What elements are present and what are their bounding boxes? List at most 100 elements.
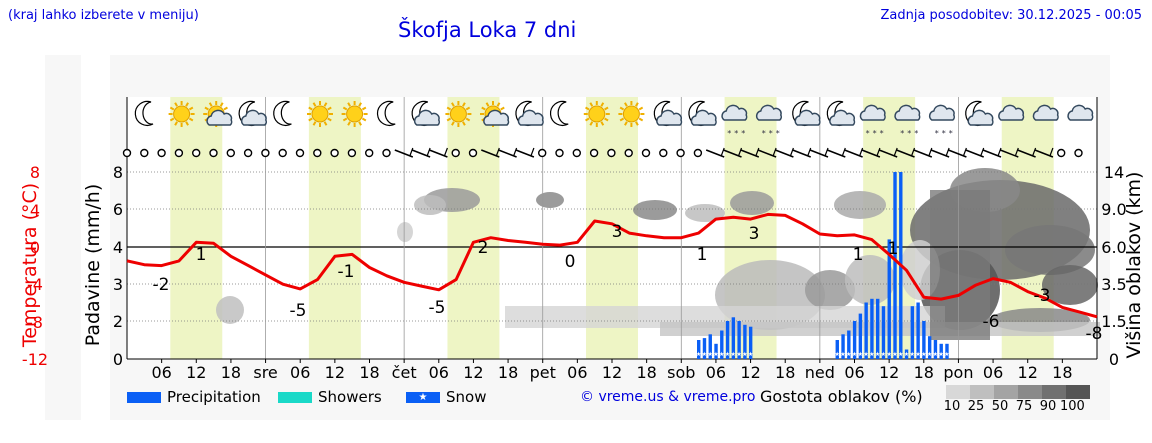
sun-ray bbox=[327, 117, 332, 122]
snowflake: * bbox=[734, 129, 738, 138]
cloud-snow-icon: * * * bbox=[721, 104, 748, 138]
wind-barb-flag bbox=[997, 147, 1002, 157]
sun-icon bbox=[618, 101, 645, 127]
sun-ray bbox=[635, 121, 639, 126]
cloud-shape bbox=[206, 109, 233, 126]
moon-icon bbox=[273, 100, 292, 127]
sun-ray bbox=[600, 121, 605, 126]
x-tick-label: 12 bbox=[325, 363, 345, 382]
snow-marker: ★ bbox=[863, 351, 868, 358]
precipitation-bar bbox=[933, 340, 938, 359]
temperature-label: -3 bbox=[1034, 286, 1051, 306]
precipitation-axis-label: Padavine (mm/h) bbox=[82, 184, 104, 347]
sun-ray bbox=[635, 102, 639, 107]
moon-icon bbox=[549, 100, 569, 127]
sun-ray bbox=[485, 102, 490, 107]
density-swatch bbox=[1018, 385, 1042, 399]
temperature-tick: 8 bbox=[30, 163, 40, 182]
wind-barb-flag bbox=[980, 147, 985, 157]
cloud-shape bbox=[998, 104, 1025, 121]
sun-ray bbox=[585, 117, 590, 122]
precipitation-tick: 2 bbox=[113, 312, 123, 331]
temperature-label: 1 bbox=[888, 239, 899, 259]
moon-shape bbox=[549, 100, 569, 127]
location-note: (kraj lahko izberete v meniju) bbox=[8, 8, 199, 23]
page-title: Škofja Loka 7 dni bbox=[398, 18, 577, 42]
x-tick-label: sob bbox=[667, 363, 695, 382]
moon-icon bbox=[134, 100, 154, 127]
x-tick-label: 18 bbox=[775, 363, 795, 382]
calm-wind-marker bbox=[572, 148, 581, 158]
sun-disc bbox=[449, 105, 467, 123]
legend-showers-label: Showers bbox=[318, 388, 382, 406]
temperature-axis-label: Temperatura (°C) bbox=[19, 183, 41, 348]
sun-ray bbox=[446, 106, 452, 111]
wind-barb-flag bbox=[737, 147, 743, 157]
cloud-shape bbox=[859, 104, 886, 121]
cloud-snow-icon: * * * bbox=[755, 104, 782, 138]
moon-cloud-icon bbox=[792, 100, 821, 127]
density-value: 25 bbox=[967, 399, 985, 414]
calm-wind-marker bbox=[347, 148, 357, 158]
sun-ray bbox=[600, 102, 605, 107]
snow-marker: ★ bbox=[707, 351, 712, 358]
sun-icon bbox=[341, 101, 368, 127]
snowflake: * bbox=[776, 129, 780, 138]
snowflake: * bbox=[900, 129, 904, 138]
precipitation-bar bbox=[697, 340, 701, 359]
snowflake: * bbox=[949, 129, 953, 138]
temperature-tick: 0 bbox=[30, 238, 40, 257]
snow-marker: ★ bbox=[921, 351, 926, 358]
cloud-blob bbox=[845, 255, 895, 305]
snow-marker: ★ bbox=[869, 351, 874, 358]
sun-ray bbox=[188, 117, 194, 122]
snowflake: * bbox=[866, 129, 870, 138]
precipitation-bar bbox=[904, 349, 909, 359]
cloud-blob bbox=[216, 296, 244, 324]
sun-ray bbox=[174, 121, 178, 126]
credit-link[interactable]: © vreme.us & vreme.pro bbox=[580, 389, 756, 405]
precipitation-bar bbox=[864, 302, 868, 359]
cloud-shape bbox=[656, 109, 683, 126]
cloud-shape bbox=[794, 109, 821, 126]
cloud-height-tick: 14 bbox=[1104, 163, 1124, 182]
precipitation-bar bbox=[875, 298, 880, 359]
cloud-shape bbox=[240, 109, 267, 126]
sun-icon bbox=[307, 101, 333, 127]
calm-wind-marker bbox=[451, 148, 460, 158]
precipitation-bar bbox=[922, 321, 926, 359]
x-tick-label: 18 bbox=[914, 363, 934, 382]
moon-cloud-icon bbox=[411, 100, 440, 127]
wind-barb-flag bbox=[824, 147, 829, 157]
moon-cloud-icon bbox=[515, 100, 544, 127]
sun-ray bbox=[204, 106, 209, 111]
sun-ray bbox=[451, 102, 455, 107]
sun-ray bbox=[312, 102, 317, 107]
sun-ray bbox=[327, 106, 332, 111]
cloud-height-tick: 1.5 bbox=[1101, 312, 1126, 331]
calm-wind-marker bbox=[641, 148, 651, 158]
cloud-snow-icon: * * * bbox=[859, 104, 886, 138]
calm-wind-marker bbox=[538, 148, 547, 158]
cloud-height-tick: 6.0 bbox=[1101, 238, 1126, 257]
sun-ray bbox=[347, 102, 351, 107]
precipitation-swatch bbox=[127, 391, 161, 403]
precipitation-tick: 8 bbox=[113, 163, 123, 182]
moon-shape bbox=[376, 100, 396, 127]
moon-cloud-icon bbox=[238, 100, 267, 127]
cloud-density-label: Gostota oblakov (%) bbox=[760, 387, 923, 406]
cloud-blob bbox=[397, 222, 413, 242]
sun-ray bbox=[219, 102, 224, 107]
precipitation-bar bbox=[748, 326, 753, 359]
snow-marker: ★ bbox=[904, 351, 909, 358]
calm-wind-marker bbox=[261, 148, 270, 158]
x-tick-label: 18 bbox=[1052, 363, 1072, 382]
sun-ray bbox=[462, 121, 466, 126]
cloud-shape bbox=[1032, 104, 1059, 121]
wind-barb-flag bbox=[841, 147, 846, 157]
x-tick-label: ned bbox=[805, 363, 835, 382]
x-tick-label: pet bbox=[530, 363, 556, 382]
cloud-shape bbox=[967, 109, 994, 126]
